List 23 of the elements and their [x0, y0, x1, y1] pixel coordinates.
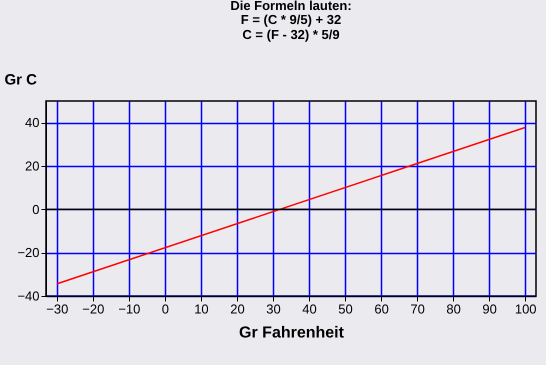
x-tick-label: 10	[194, 302, 209, 316]
chart-title: Die Formeln lauten:	[230, 0, 352, 13]
y-tick-label: −40	[17, 288, 40, 304]
x-tick-label: 50	[338, 302, 353, 316]
x-tick-label: 30	[266, 302, 281, 316]
x-axis-title: Gr Fahrenheit	[239, 324, 345, 342]
y-tick-label: 40	[25, 115, 40, 130]
x-tick-label: 70	[410, 302, 425, 316]
y-axis-title: Gr C	[4, 72, 38, 88]
x-tick-label: 0	[162, 302, 170, 316]
x-tick-label: 100	[514, 302, 537, 316]
x-tick-label: 40	[302, 302, 317, 316]
y-tick-label: 0	[32, 202, 40, 217]
x-tick-label: 60	[374, 302, 389, 316]
x-tick-label: −20	[82, 302, 104, 316]
y-tick-label: 20	[25, 158, 40, 174]
x-tick-label: −30	[46, 302, 68, 316]
y-tick-label: −20	[17, 245, 40, 260]
chart-subtitle: F = (C * 9/5) + 32 C = (F - 32) * 5/9	[240, 12, 342, 42]
x-tick-label: 90	[482, 302, 497, 316]
x-tick-label: 20	[230, 302, 245, 316]
x-tick-label: −10	[118, 302, 140, 316]
x-tick-label: 80	[446, 302, 461, 316]
